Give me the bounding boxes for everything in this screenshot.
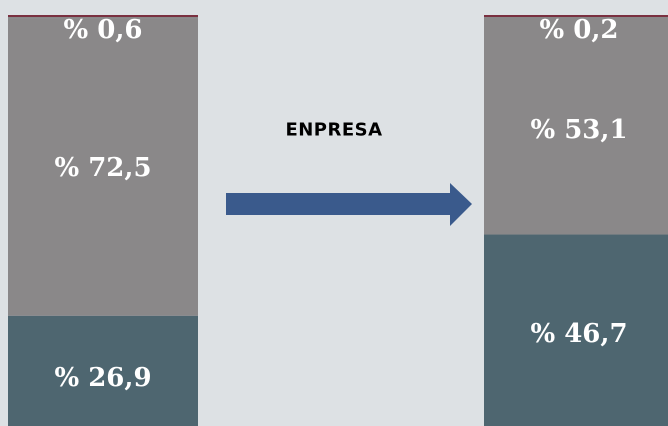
bar-segment [8, 315, 198, 426]
arrow-right-icon [226, 183, 472, 226]
data-label: % 0,6 [63, 15, 143, 45]
data-label: % 46,7 [530, 319, 628, 349]
bar-segment [8, 18, 198, 316]
bar-top-line [484, 15, 668, 17]
annotation-label: ENPRESA [285, 119, 383, 141]
bars-group [8, 15, 668, 426]
data-label: % 0,2 [539, 15, 619, 45]
bar-segment [484, 16, 668, 235]
data-label: % 53,1 [530, 115, 628, 145]
data-label: % 26,9 [54, 363, 152, 393]
bar-top-line [8, 15, 198, 17]
bar-segment [8, 16, 198, 19]
bar-segment [484, 234, 668, 426]
data-label: % 72,5 [54, 153, 152, 183]
